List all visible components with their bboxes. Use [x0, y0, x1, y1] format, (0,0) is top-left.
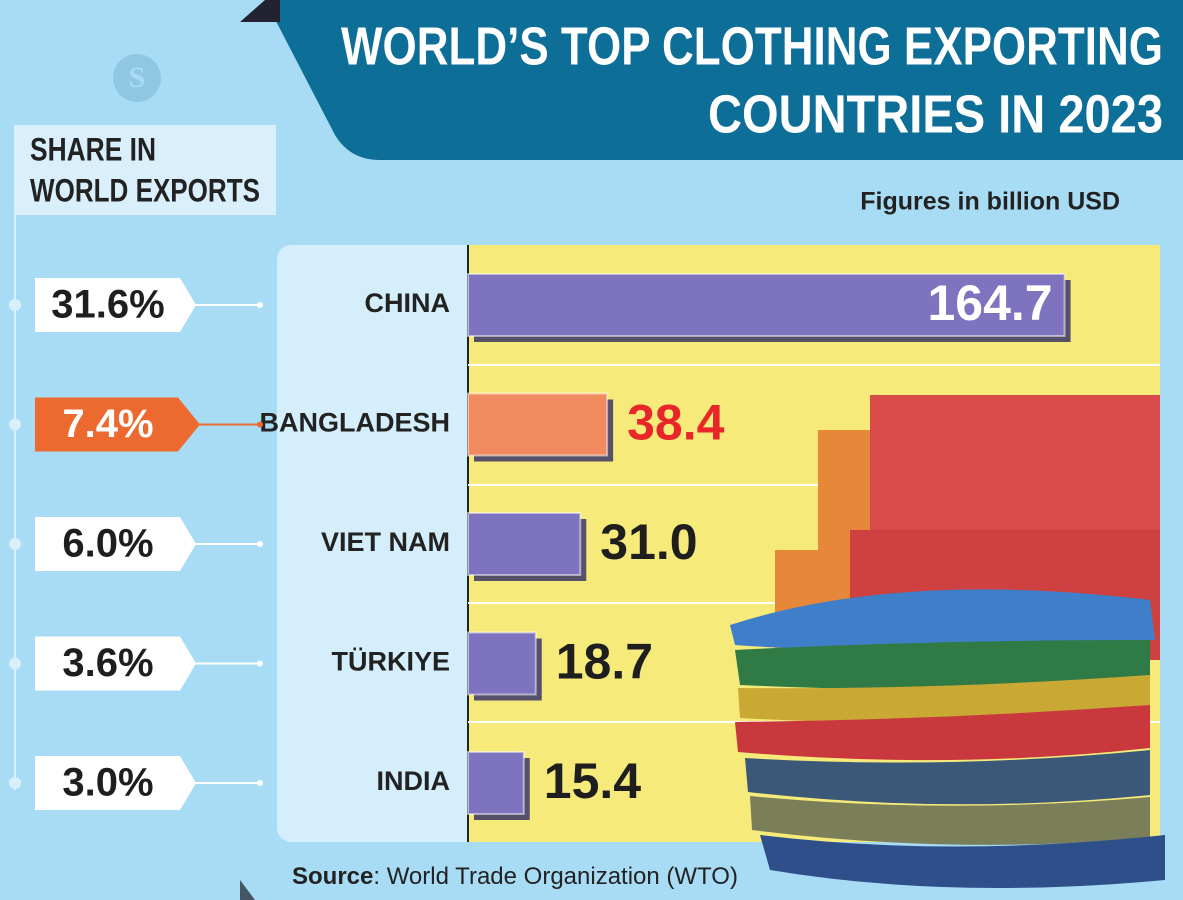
source: Source: World Trade Organization (WTO)	[292, 863, 738, 890]
logo	[113, 54, 161, 102]
category-label: TÜRKIYE	[331, 647, 450, 677]
share-heading-box	[14, 125, 276, 215]
bar	[467, 631, 537, 696]
value-label: 31.0	[600, 514, 697, 570]
connector-dot	[257, 660, 263, 667]
title-banner	[265, 0, 1183, 160]
share-box	[35, 397, 200, 452]
bar	[467, 751, 525, 815]
shirt	[730, 589, 1155, 652]
share-label: 7.4%	[62, 402, 153, 446]
subtitle: Figures in billion USD	[860, 188, 1120, 216]
chart-title: WORLD’S TOP CLOTHING EXPORTING	[341, 16, 1163, 76]
share-heading: SHARE IN	[30, 131, 156, 167]
share-label: 6.0%	[62, 522, 153, 566]
category-label: VIET NAM	[321, 527, 450, 557]
share-label: 31.6%	[51, 283, 164, 327]
category-label: BANGLADESH	[259, 408, 450, 438]
category-label: INDIA	[377, 766, 451, 796]
container	[870, 395, 1160, 535]
bar	[467, 512, 582, 576]
share-heading: WORLD EXPORTS	[30, 172, 260, 208]
corner-mark	[240, 880, 255, 900]
connector-dot	[257, 421, 263, 428]
connector-dot	[257, 780, 263, 786]
category-label: CHINA	[365, 288, 451, 318]
share-label: 3.0%	[62, 761, 153, 805]
source-text: : World Trade Organization (WTO)	[373, 863, 738, 890]
share-box	[35, 636, 196, 691]
share-label: 3.6%	[62, 641, 153, 685]
value-label: 38.4	[627, 395, 725, 451]
value-label: 15.4	[544, 753, 642, 809]
chart-title: COUNTRIES IN 2023	[708, 84, 1163, 144]
shirt	[735, 705, 1150, 761]
bars: 164.7 38.4 31.0 18.7 15.4	[467, 273, 1071, 820]
source-label: Source	[292, 863, 373, 890]
timeline-dot	[9, 299, 21, 311]
photo-illustration	[730, 395, 1165, 888]
value-label: 18.7	[556, 634, 653, 690]
connector-dot	[257, 541, 263, 547]
shirt	[745, 750, 1150, 805]
shirt	[760, 835, 1165, 888]
bar	[467, 273, 1066, 337]
timeline-dot	[9, 418, 21, 431]
shirt	[738, 675, 1150, 723]
timeline-dot	[9, 777, 21, 789]
logo-letter: S	[129, 61, 146, 94]
shirt	[750, 796, 1150, 845]
share-box	[35, 756, 196, 810]
banner-corner	[240, 0, 280, 22]
timeline-dot	[9, 538, 21, 550]
value-label: 164.7	[927, 275, 1052, 331]
shirt	[735, 640, 1150, 689]
timeline-dot	[9, 657, 21, 670]
share-box	[35, 517, 196, 571]
connector-dot	[257, 302, 263, 308]
share-box	[35, 278, 196, 332]
bar	[467, 392, 609, 457]
